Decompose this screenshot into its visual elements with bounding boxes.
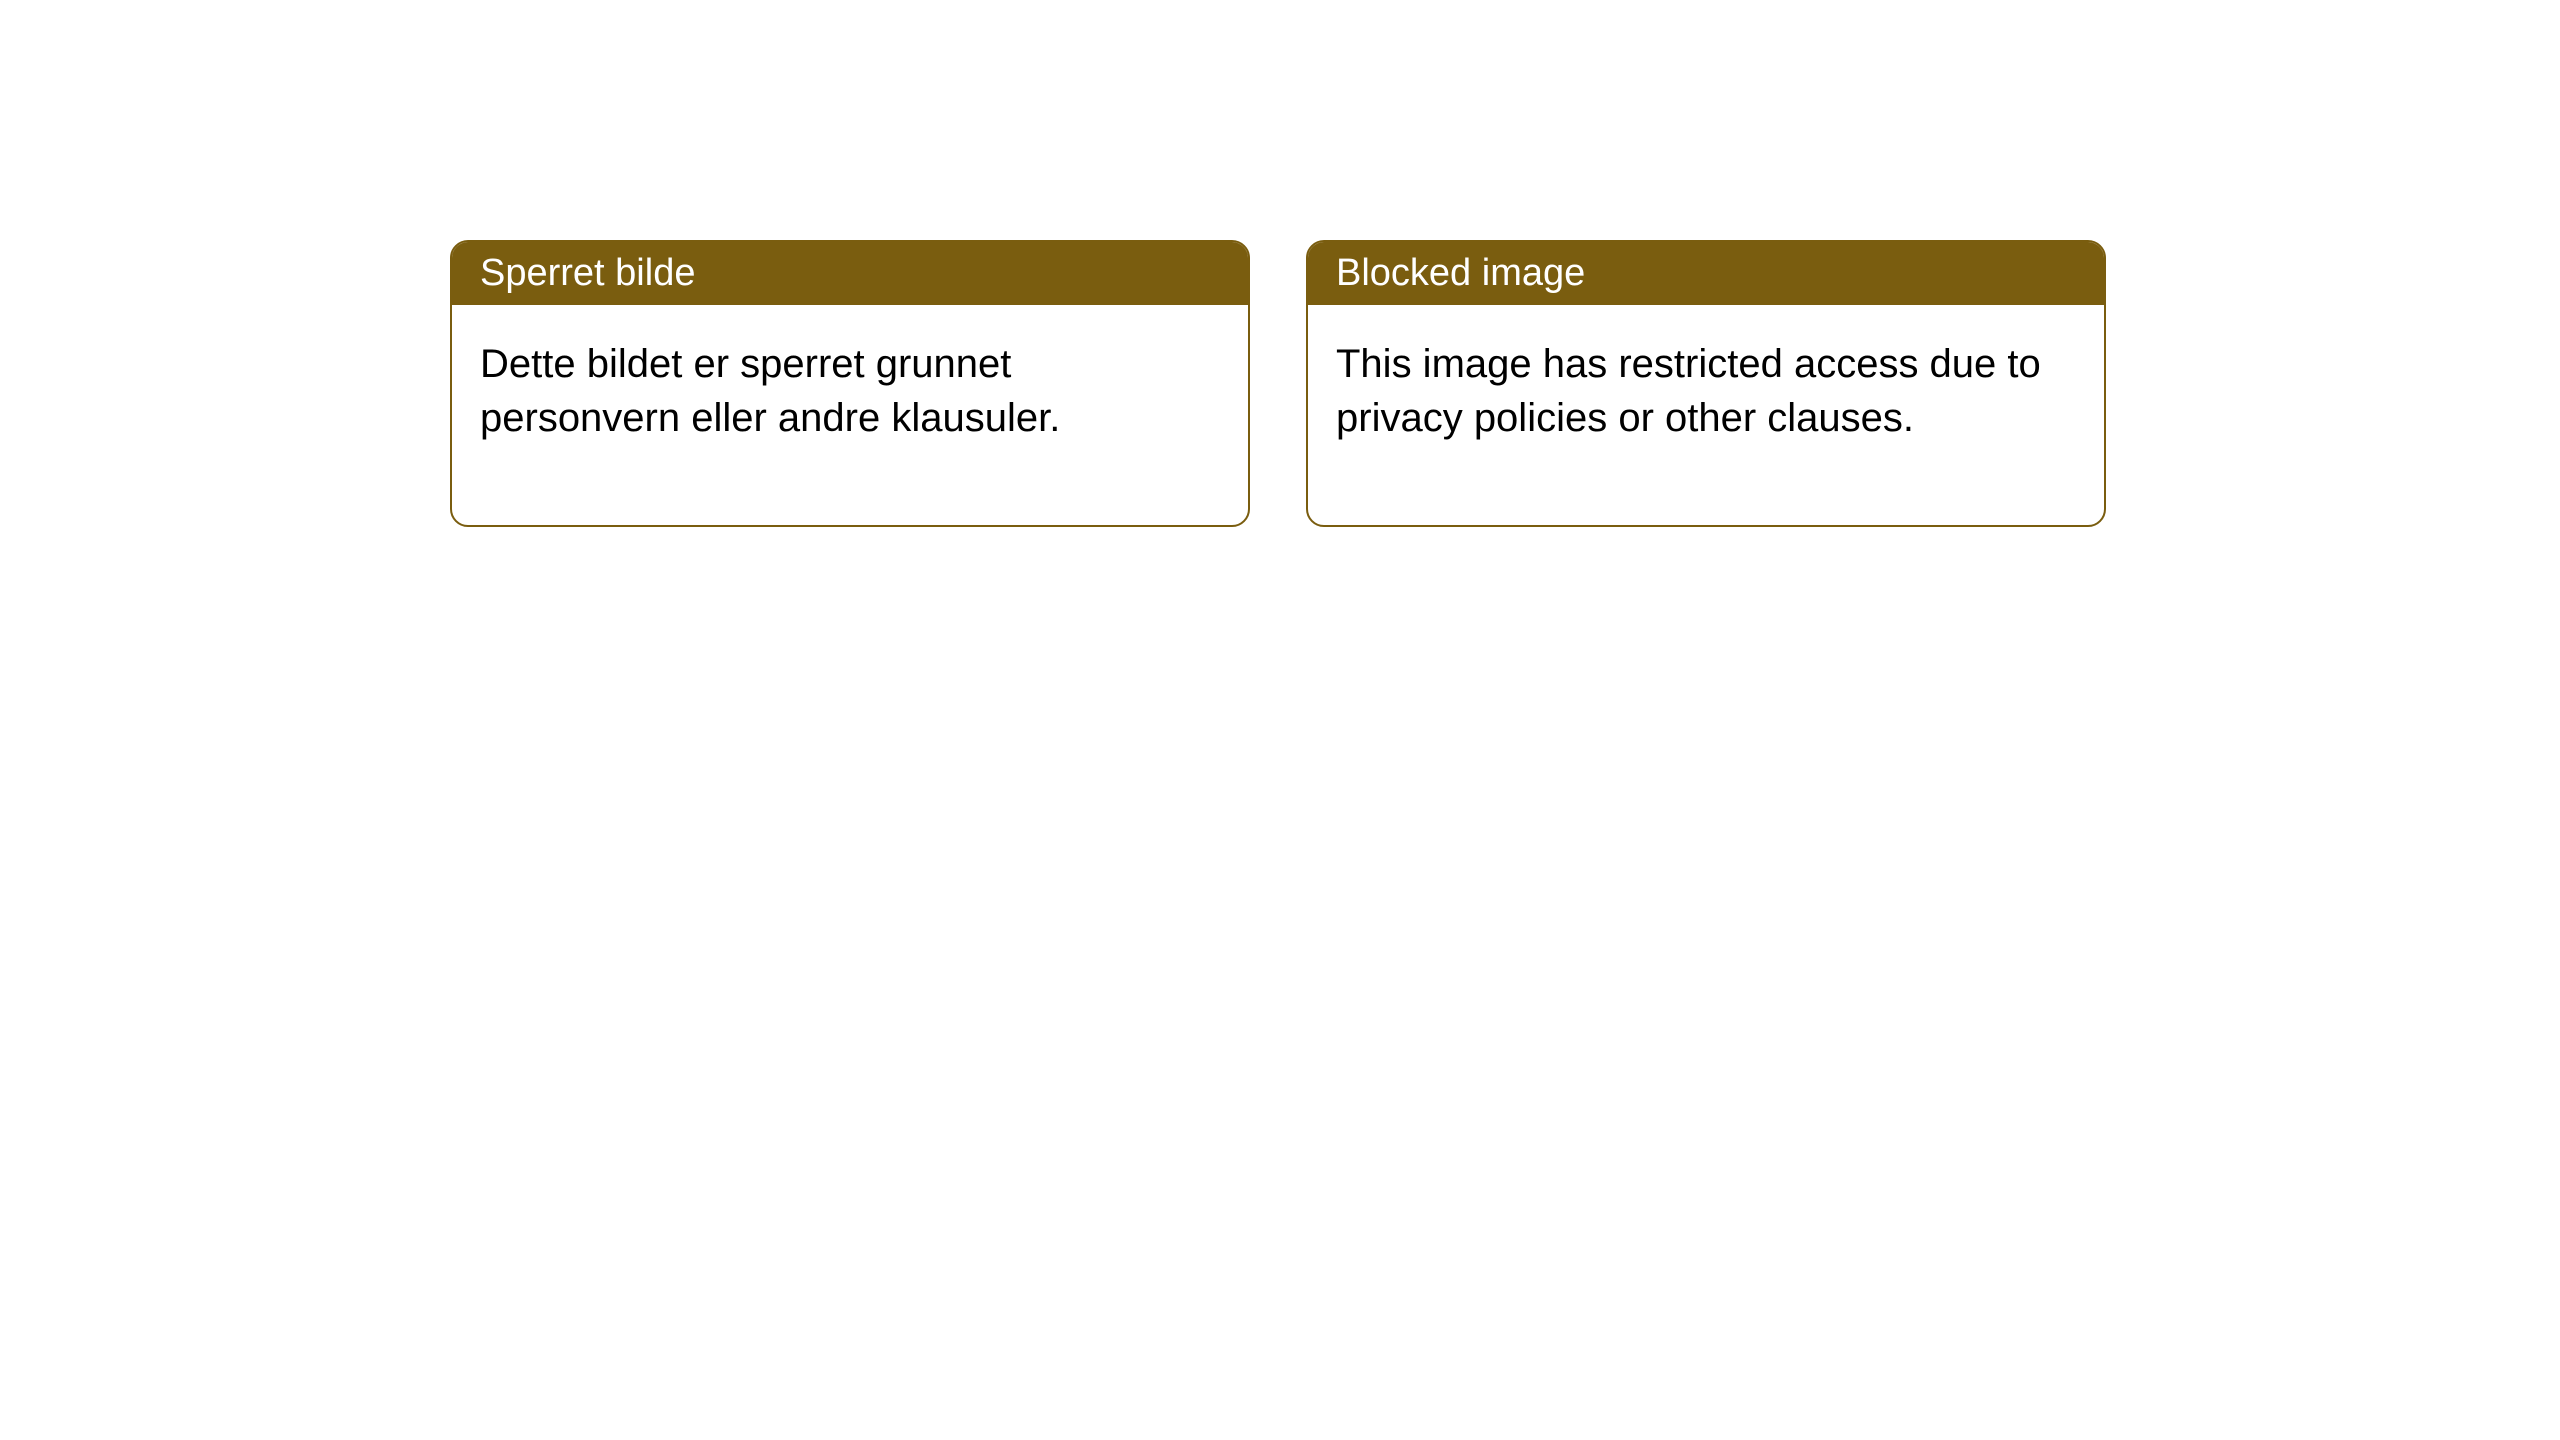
notice-container: Sperret bilde Dette bildet er sperret gr… bbox=[450, 240, 2106, 527]
notice-body: This image has restricted access due to … bbox=[1308, 305, 2104, 525]
notice-card-english: Blocked image This image has restricted … bbox=[1306, 240, 2106, 527]
notice-card-norwegian: Sperret bilde Dette bildet er sperret gr… bbox=[450, 240, 1250, 527]
notice-header: Blocked image bbox=[1308, 242, 2104, 305]
notice-header: Sperret bilde bbox=[452, 242, 1248, 305]
notice-header-text: Sperret bilde bbox=[480, 252, 695, 294]
notice-body: Dette bildet er sperret grunnet personve… bbox=[452, 305, 1248, 525]
notice-body-text: This image has restricted access due to … bbox=[1336, 342, 2041, 440]
notice-header-text: Blocked image bbox=[1336, 252, 1585, 294]
notice-body-text: Dette bildet er sperret grunnet personve… bbox=[480, 342, 1060, 440]
